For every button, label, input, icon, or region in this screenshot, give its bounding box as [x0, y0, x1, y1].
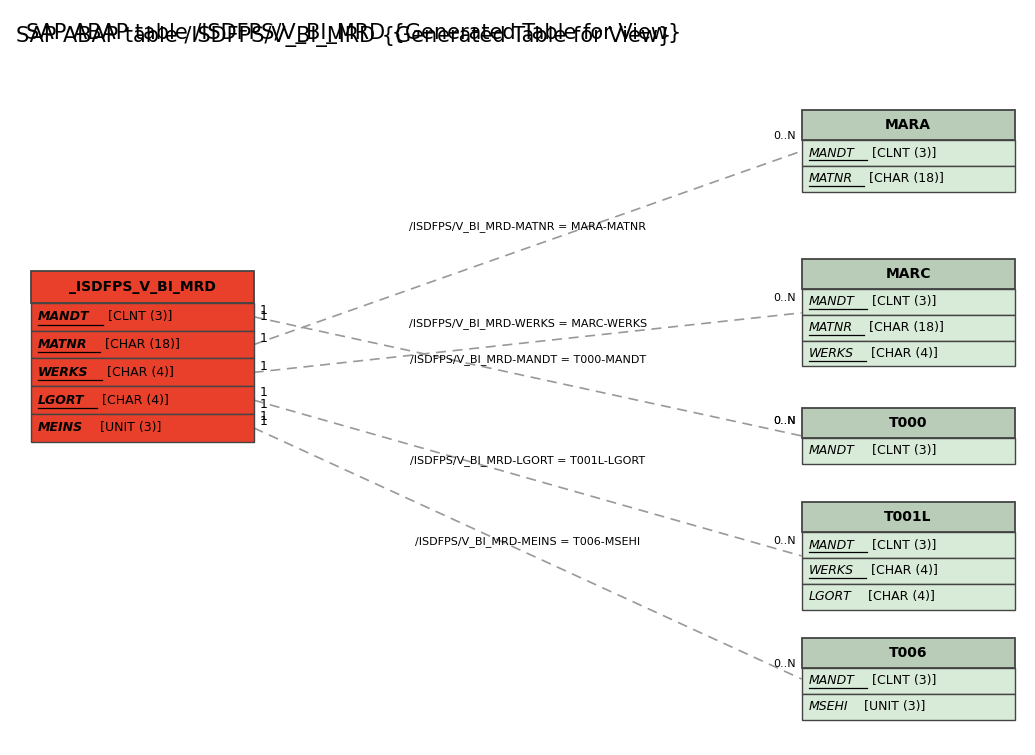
Text: 1: 1: [260, 409, 268, 423]
Text: MANDT: MANDT: [808, 674, 855, 688]
Text: WERKS: WERKS: [37, 366, 88, 379]
Text: [CHAR (18)]: [CHAR (18)]: [101, 338, 180, 351]
Text: 1: 1: [260, 304, 268, 317]
Text: [CHAR (4)]: [CHAR (4)]: [863, 590, 935, 603]
Text: 0..N: 0..N: [773, 293, 796, 303]
Text: SAP ABAP table /ISDFPS/V_BI_MRD {Generated Table for View}: SAP ABAP table /ISDFPS/V_BI_MRD {Generat…: [16, 26, 671, 48]
Text: T000: T000: [889, 416, 927, 430]
Text: [UNIT (3)]: [UNIT (3)]: [860, 701, 925, 713]
Bar: [31, 271, 254, 303]
Text: [CHAR (18)]: [CHAR (18)]: [865, 321, 944, 334]
Bar: [801, 166, 1014, 192]
Text: 0..N: 0..N: [773, 659, 796, 669]
Text: LGORT: LGORT: [37, 393, 84, 407]
Text: [CHAR (4)]: [CHAR (4)]: [97, 393, 169, 407]
Bar: [801, 315, 1014, 341]
Text: MARA: MARA: [885, 119, 932, 132]
Text: [CLNT (3)]: [CLNT (3)]: [867, 146, 936, 159]
Text: MANDT: MANDT: [808, 538, 855, 551]
Bar: [801, 408, 1014, 438]
Text: [CLNT (3)]: [CLNT (3)]: [867, 674, 936, 688]
Text: T001L: T001L: [884, 510, 932, 524]
Text: 1: 1: [260, 360, 268, 373]
Text: /ISDFPS/V_BI_MRD-LGORT = T001L-LGORT: /ISDFPS/V_BI_MRD-LGORT = T001L-LGORT: [410, 455, 645, 466]
Text: /ISDFPS/V_BI_MRD-WERKS = MARC-WERKS: /ISDFPS/V_BI_MRD-WERKS = MARC-WERKS: [409, 319, 647, 329]
Text: [CLNT (3)]: [CLNT (3)]: [104, 310, 172, 323]
Text: 0..N: 0..N: [773, 536, 796, 546]
Text: MARC: MARC: [885, 267, 930, 281]
Text: MATNR: MATNR: [808, 321, 853, 334]
Text: 0..N: 0..N: [773, 416, 796, 426]
Text: T006: T006: [889, 646, 927, 660]
Text: MEINS: MEINS: [37, 421, 83, 434]
Text: [CHAR (4)]: [CHAR (4)]: [866, 564, 938, 578]
Text: [CHAR (4)]: [CHAR (4)]: [866, 347, 938, 360]
Bar: [801, 289, 1014, 315]
Bar: [31, 387, 254, 414]
Text: [CLNT (3)]: [CLNT (3)]: [867, 295, 936, 308]
Text: LGORT: LGORT: [808, 590, 852, 603]
Text: MANDT: MANDT: [808, 444, 855, 458]
Text: [CLNT (3)]: [CLNT (3)]: [867, 444, 936, 458]
Text: 1: 1: [260, 398, 268, 411]
Text: WERKS: WERKS: [808, 347, 854, 360]
Bar: [31, 414, 254, 442]
Bar: [801, 558, 1014, 584]
Bar: [801, 694, 1014, 720]
Text: /ISDFPS/V_BI_MRD-MATNR = MARA-MATNR: /ISDFPS/V_BI_MRD-MATNR = MARA-MATNR: [409, 221, 646, 232]
Bar: [801, 341, 1014, 366]
Text: [UNIT (3)]: [UNIT (3)]: [96, 421, 161, 434]
Text: SAP ABAP table /ISDFPS/V_BI_MRD {Generated Table for View}: SAP ABAP table /ISDFPS/V_BI_MRD {Generat…: [26, 23, 681, 44]
Text: /ISDFPS/V_BI_MRD-MANDT = T000-MANDT: /ISDFPS/V_BI_MRD-MANDT = T000-MANDT: [410, 354, 646, 365]
Bar: [801, 140, 1014, 166]
Bar: [801, 532, 1014, 558]
Text: MATNR: MATNR: [808, 172, 853, 186]
Bar: [801, 502, 1014, 532]
Bar: [801, 638, 1014, 668]
Text: 0..N: 0..N: [773, 416, 796, 426]
Text: 1: 1: [260, 415, 268, 429]
Text: MANDT: MANDT: [37, 310, 89, 323]
Text: MANDT: MANDT: [808, 146, 855, 159]
Text: WERKS: WERKS: [808, 564, 854, 578]
Text: /ISDFPS/V_BI_MRD-MEINS = T006-MSEHI: /ISDFPS/V_BI_MRD-MEINS = T006-MSEHI: [415, 535, 641, 547]
Text: 1: 1: [260, 386, 268, 399]
Bar: [31, 359, 254, 387]
Text: [CHAR (18)]: [CHAR (18)]: [865, 172, 944, 186]
Text: [CLNT (3)]: [CLNT (3)]: [867, 538, 936, 551]
Text: MATNR: MATNR: [37, 338, 87, 351]
Bar: [801, 110, 1014, 140]
Bar: [801, 438, 1014, 464]
Text: [CHAR (4)]: [CHAR (4)]: [102, 366, 174, 379]
Text: MANDT: MANDT: [808, 295, 855, 308]
Text: 1: 1: [260, 310, 268, 323]
Text: MSEHI: MSEHI: [808, 701, 849, 713]
Bar: [31, 331, 254, 359]
Bar: [31, 303, 254, 331]
Bar: [801, 668, 1014, 694]
Text: 1: 1: [260, 332, 268, 345]
Bar: [801, 259, 1014, 289]
Text: 0..N: 0..N: [773, 131, 796, 141]
Text: _ISDFPS_V_BI_MRD: _ISDFPS_V_BI_MRD: [68, 280, 215, 294]
Bar: [801, 584, 1014, 609]
